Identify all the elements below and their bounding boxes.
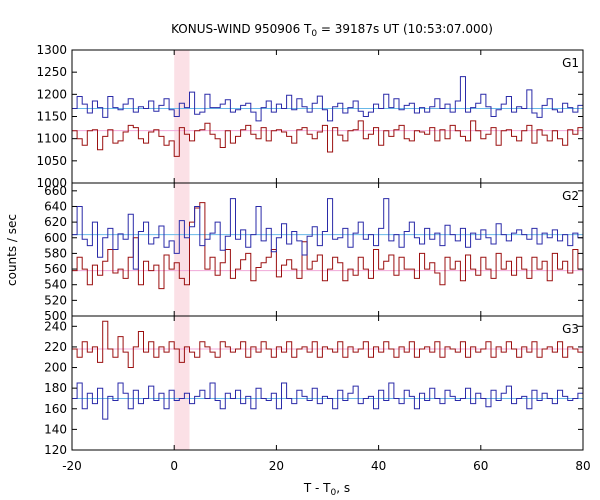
x-tick-label: 0: [170, 459, 178, 473]
chart-title: KONUS-WIND 950906 T0 = 39187s UT (10:53:…: [171, 22, 493, 39]
chart-title-main: KONUS-WIND 950906 T: [171, 22, 312, 36]
series-red: [72, 202, 583, 290]
x-tick-label: 60: [473, 459, 488, 473]
x-axis-title-sub: 0: [331, 488, 337, 498]
highlight-band: [174, 50, 190, 183]
y-tick-label: 180: [44, 381, 67, 395]
y-tick-label: 200: [44, 361, 67, 375]
y-tick-label: 560: [44, 262, 67, 276]
y-tick-label: 240: [44, 319, 67, 333]
y-tick-label: 1300: [36, 43, 67, 57]
x-axis-title: T - T0, s: [303, 481, 350, 498]
panel-g1: 1000 1050 1100 1150 1200 1250 1300 G1: [36, 43, 584, 190]
y-tick-label: 1050: [36, 154, 67, 168]
panel-label: G1: [562, 56, 579, 70]
y-tick-label: 580: [44, 246, 67, 260]
x-axis-title-main: T - T: [303, 481, 331, 495]
y-tick-label: 1100: [36, 132, 67, 146]
x-tick-label: 40: [371, 459, 386, 473]
y-tick-label: 660: [44, 184, 67, 198]
x-tick-label: -20: [62, 459, 82, 473]
x-tick-label: 20: [269, 459, 284, 473]
series-blue: [72, 198, 583, 270]
y-tick-label: 120: [44, 443, 67, 457]
y-tick-label: 1150: [36, 110, 67, 124]
y-tick-label: 500: [44, 309, 67, 323]
y-tick-label: 1000: [36, 176, 67, 190]
y-tick-label: 540: [44, 278, 67, 292]
panel-g3: 120 140 160 180 200 220 240 G3: [44, 315, 584, 457]
y-tick-label: 600: [44, 231, 67, 245]
y-tick-label: 140: [44, 422, 67, 436]
y-tick-label: 520: [44, 293, 67, 307]
chart-title-rest: = 39187s UT (10:53:07.000): [317, 22, 493, 36]
highlight-band: [174, 183, 190, 316]
x-axis-title-rest: , s: [336, 481, 350, 495]
chart-title-sub: 0: [311, 29, 317, 39]
series-blue: [72, 76, 583, 122]
y-tick-label: 220: [44, 340, 67, 354]
y-tick-label: 1250: [36, 65, 67, 79]
series-red: [72, 320, 583, 368]
panel-label: G2: [562, 189, 579, 203]
plot-panels: 1000105011001150120012501300G15005205405…: [36, 43, 590, 473]
panel-frame: [71, 315, 584, 451]
y-tick-label: 620: [44, 215, 67, 229]
x-tick-label: 80: [575, 459, 590, 473]
y-tick-label: 160: [44, 402, 67, 416]
highlight-band: [174, 316, 190, 450]
series-red: [72, 120, 583, 157]
y-tick-label: 1200: [36, 87, 67, 101]
y-tick-label: 640: [44, 199, 67, 213]
y-axis-title: counts / sec: [5, 214, 19, 286]
panel-label: G3: [562, 322, 579, 336]
series-blue: [72, 382, 583, 420]
